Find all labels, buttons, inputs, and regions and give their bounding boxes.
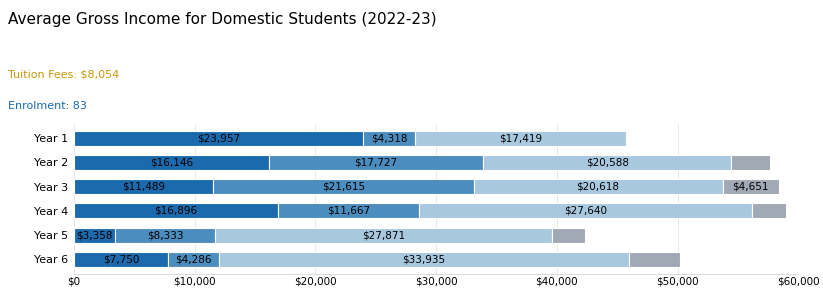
Bar [74,203,278,218]
Bar [723,179,779,194]
Text: $17,419: $17,419 [499,133,542,143]
Text: $11,667: $11,667 [327,206,370,216]
Text: $7,750: $7,750 [103,254,139,264]
Bar [74,179,213,194]
Text: $20,588: $20,588 [586,157,629,167]
Bar [419,203,752,218]
Bar [74,228,114,242]
Bar [74,252,168,267]
Bar [629,252,680,267]
Text: $16,896: $16,896 [155,206,198,216]
Bar [363,131,416,146]
Text: $27,871: $27,871 [362,230,405,240]
Text: $4,651: $4,651 [732,182,769,192]
Text: $27,640: $27,640 [564,206,607,216]
Bar [168,252,220,267]
Text: $21,615: $21,615 [322,182,365,192]
Text: Tuition Fees: $8,054: Tuition Fees: $8,054 [8,69,119,79]
Bar [732,155,770,170]
Text: $11,489: $11,489 [122,182,165,192]
Text: $8,333: $8,333 [146,230,184,240]
Bar [474,179,723,194]
Text: Enrolment: 83: Enrolment: 83 [8,101,87,111]
Text: $23,957: $23,957 [197,133,240,143]
Bar [416,131,625,146]
Bar [114,228,215,242]
Bar [551,228,585,242]
Text: $16,146: $16,146 [150,157,193,167]
Bar [483,155,732,170]
Bar [74,155,269,170]
Text: $4,286: $4,286 [175,254,212,264]
Text: Average Gross Income for Domestic Students (2022-23): Average Gross Income for Domestic Studen… [8,12,437,26]
Bar [269,155,483,170]
Text: $20,618: $20,618 [577,182,620,192]
Bar [278,203,419,218]
Bar [220,252,629,267]
Bar [215,228,551,242]
Text: $4,318: $4,318 [371,133,407,143]
Bar [74,131,363,146]
Bar [213,179,474,194]
Text: $33,935: $33,935 [402,254,446,264]
Text: $17,727: $17,727 [355,157,398,167]
Text: $3,358: $3,358 [76,230,113,240]
Bar [752,203,786,218]
